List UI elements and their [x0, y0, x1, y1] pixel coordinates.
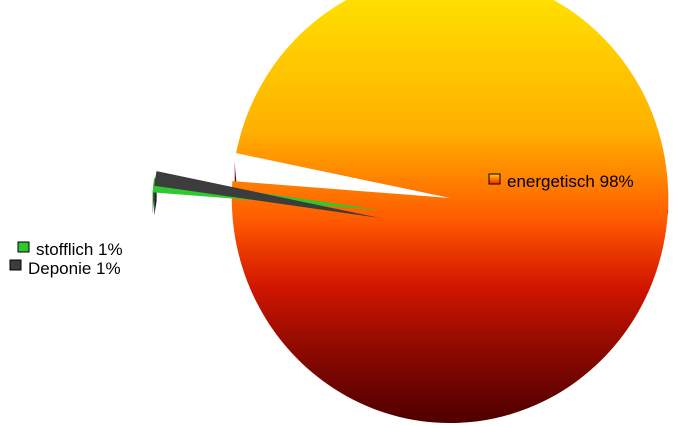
label-energetisch: energetisch 98%	[507, 172, 634, 191]
pie-slice-deponie	[154, 171, 380, 218]
label-stofflich: stofflich 1%	[36, 240, 123, 259]
data-label-energetisch: energetisch 98%	[488, 172, 634, 191]
legend-swatch-stofflich	[17, 241, 30, 253]
label-deponie: Deponie 1%	[28, 259, 121, 278]
legend-swatch-energetisch	[488, 173, 501, 185]
data-label-deponie: Deponie 1%	[9, 259, 121, 278]
pie-slice-energetisch-shading	[231, 0, 669, 423]
data-label-stofflich: stofflich 1%	[17, 240, 123, 259]
legend-swatch-deponie	[9, 259, 22, 271]
